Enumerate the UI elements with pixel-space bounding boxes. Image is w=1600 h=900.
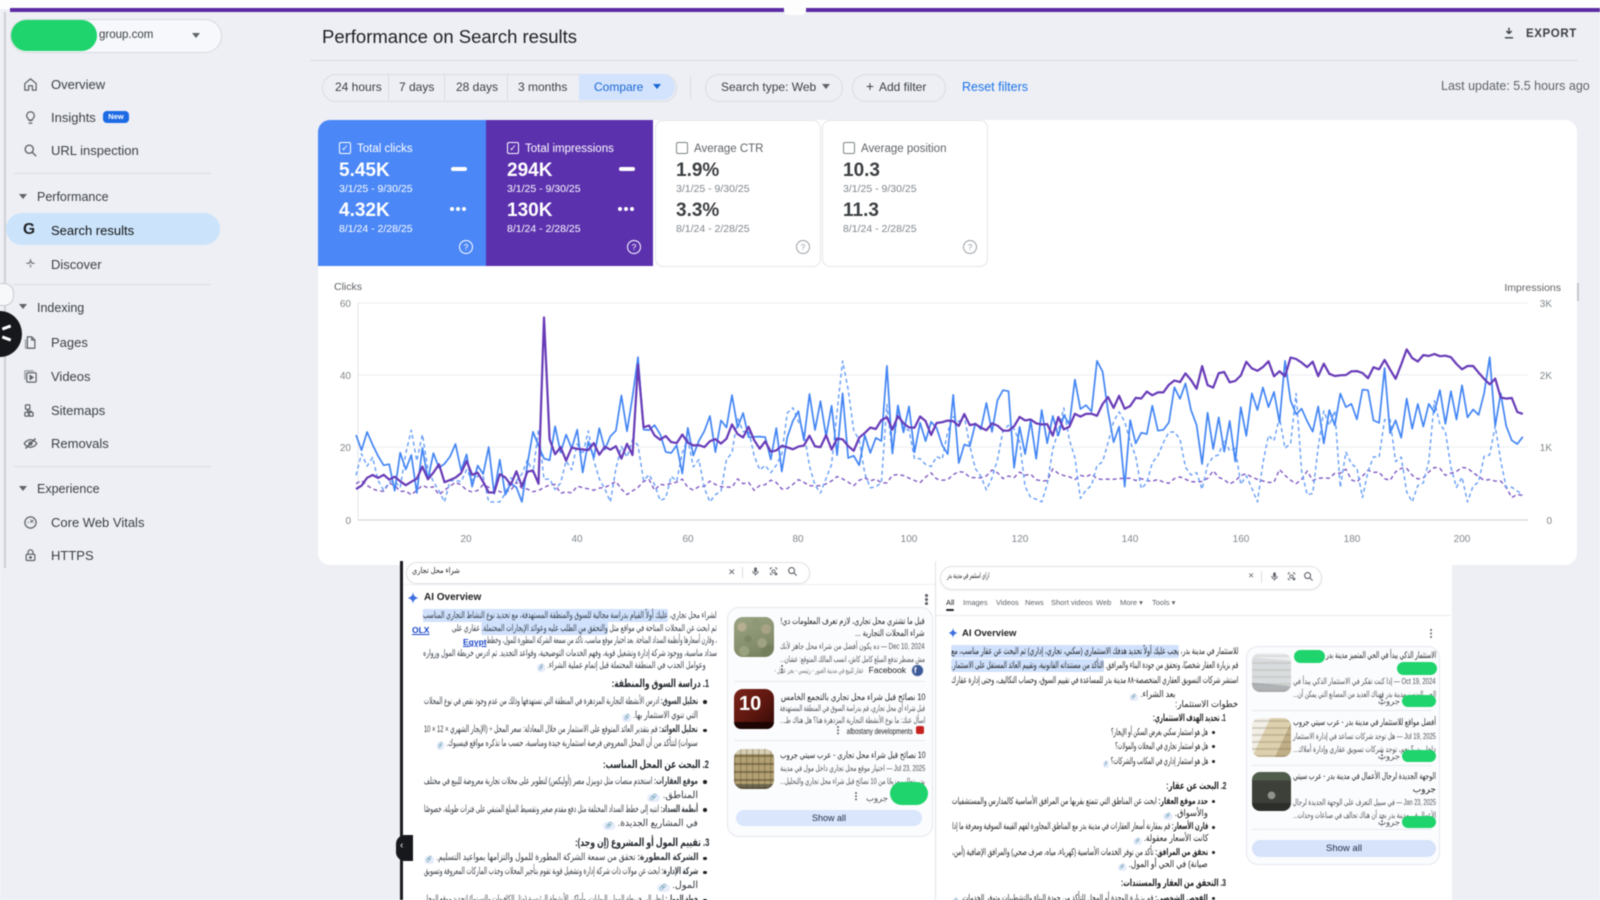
svg-text:60: 60 xyxy=(340,299,352,310)
svg-text:20: 20 xyxy=(340,443,352,454)
svg-text:20: 20 xyxy=(460,534,472,545)
svg-text:60: 60 xyxy=(682,534,694,545)
svg-text:2K: 2K xyxy=(1540,371,1553,382)
svg-text:120: 120 xyxy=(1012,534,1029,545)
svg-text:140: 140 xyxy=(1122,534,1139,545)
svg-text:Clicks: Clicks xyxy=(334,281,362,293)
svg-text:3K: 3K xyxy=(1540,299,1553,310)
svg-text:180: 180 xyxy=(1344,534,1361,545)
svg-text:1K: 1K xyxy=(1540,443,1553,454)
svg-text:200: 200 xyxy=(1454,534,1471,545)
svg-text:Impressions: Impressions xyxy=(1504,282,1561,294)
svg-text:0: 0 xyxy=(1546,516,1552,527)
svg-text:80: 80 xyxy=(792,534,804,545)
svg-text:0: 0 xyxy=(345,516,351,527)
svg-text:100: 100 xyxy=(901,534,918,545)
svg-text:40: 40 xyxy=(340,371,352,382)
svg-text:40: 40 xyxy=(571,534,583,545)
svg-text:160: 160 xyxy=(1233,534,1250,545)
